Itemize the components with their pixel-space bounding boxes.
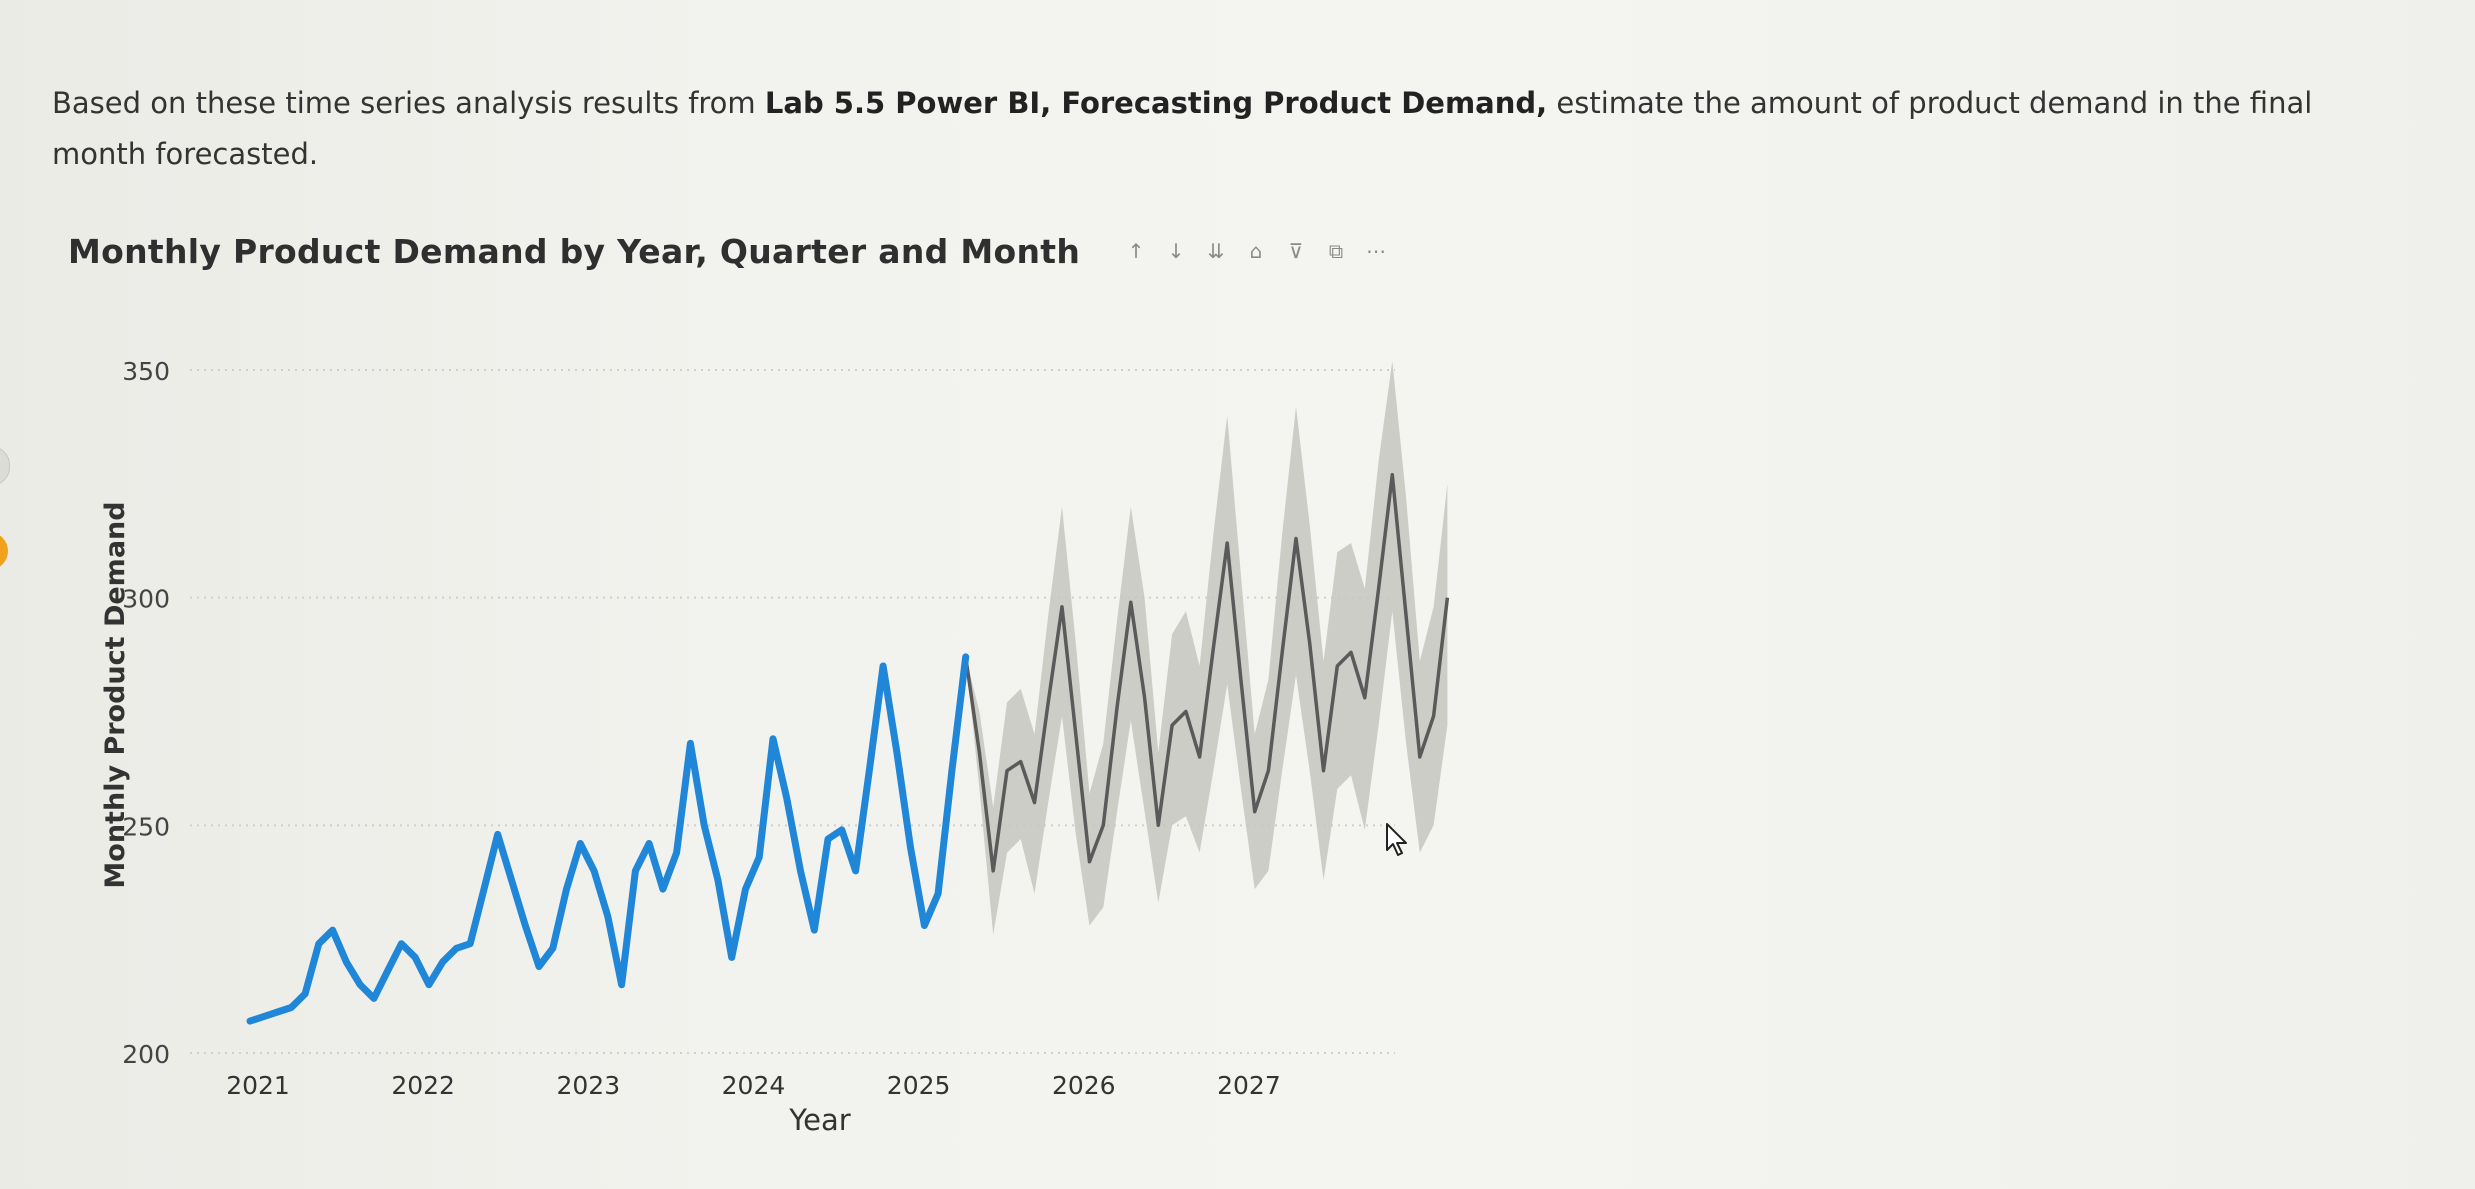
confidence-band: [965, 360, 1448, 935]
x-tick-label: 2022: [391, 1071, 455, 1100]
question-text-part: Based on these time series analysis resu…: [52, 86, 765, 120]
x-axis-label: Year: [788, 1103, 850, 1137]
x-tick-label: 2025: [887, 1071, 951, 1100]
focus-mode-icon[interactable]: ⧉: [1328, 239, 1344, 263]
x-tick-label: 2027: [1217, 1071, 1281, 1100]
y-tick-label: 350: [122, 357, 170, 386]
arrow-up-icon[interactable]: ↑: [1127, 239, 1145, 263]
y-tick-label: 250: [122, 812, 170, 841]
x-tick-label: 2026: [1052, 1071, 1116, 1100]
visual-header-toolbar: ↑ ↓ ⇊ ⌂ ⊽ ⧉ ⋯: [1124, 234, 1388, 268]
question-lab-reference: Lab 5.5 Power BI, Forecasting Product De…: [764, 86, 1548, 120]
y-axis-label: Monthly Product Demand: [100, 501, 131, 888]
x-tick-label: 2023: [556, 1071, 620, 1100]
forecast-series-line[interactable]: [963, 472, 1450, 873]
more-options-icon[interactable]: ⋯: [1366, 239, 1386, 263]
filter-icon[interactable]: ⊽: [1288, 239, 1304, 263]
side-marker[interactable]: [0, 532, 8, 570]
drill-up-icon[interactable]: ⌂: [1249, 239, 1263, 263]
expand-all-icon[interactable]: ⇊: [1207, 239, 1225, 263]
forecast-confidence-band: [965, 360, 1448, 935]
arrow-down-icon[interactable]: ↓: [1167, 239, 1185, 263]
question-text-part: estimate the amount of product demand in…: [52, 86, 2313, 171]
x-tick-label: 2021: [226, 1071, 290, 1100]
question-text: Based on these time series analysis resu…: [52, 78, 2382, 180]
x-tick-labels: 2021 2022 2023 2024 2025 2026 2027: [226, 1071, 1281, 1100]
chart-title: Monthly Product Demand by Year, Quarter …: [68, 232, 1081, 271]
mouse-cursor-icon: [1386, 823, 1407, 856]
y-tick-label: 300: [122, 585, 170, 614]
actual-series-line[interactable]: [246, 653, 970, 1025]
x-tick-label: 2024: [722, 1071, 786, 1100]
y-tick-labels: 200 250 300 350: [122, 357, 170, 1069]
y-tick-label: 200: [122, 1040, 170, 1069]
series-lines: [246, 472, 1450, 1025]
